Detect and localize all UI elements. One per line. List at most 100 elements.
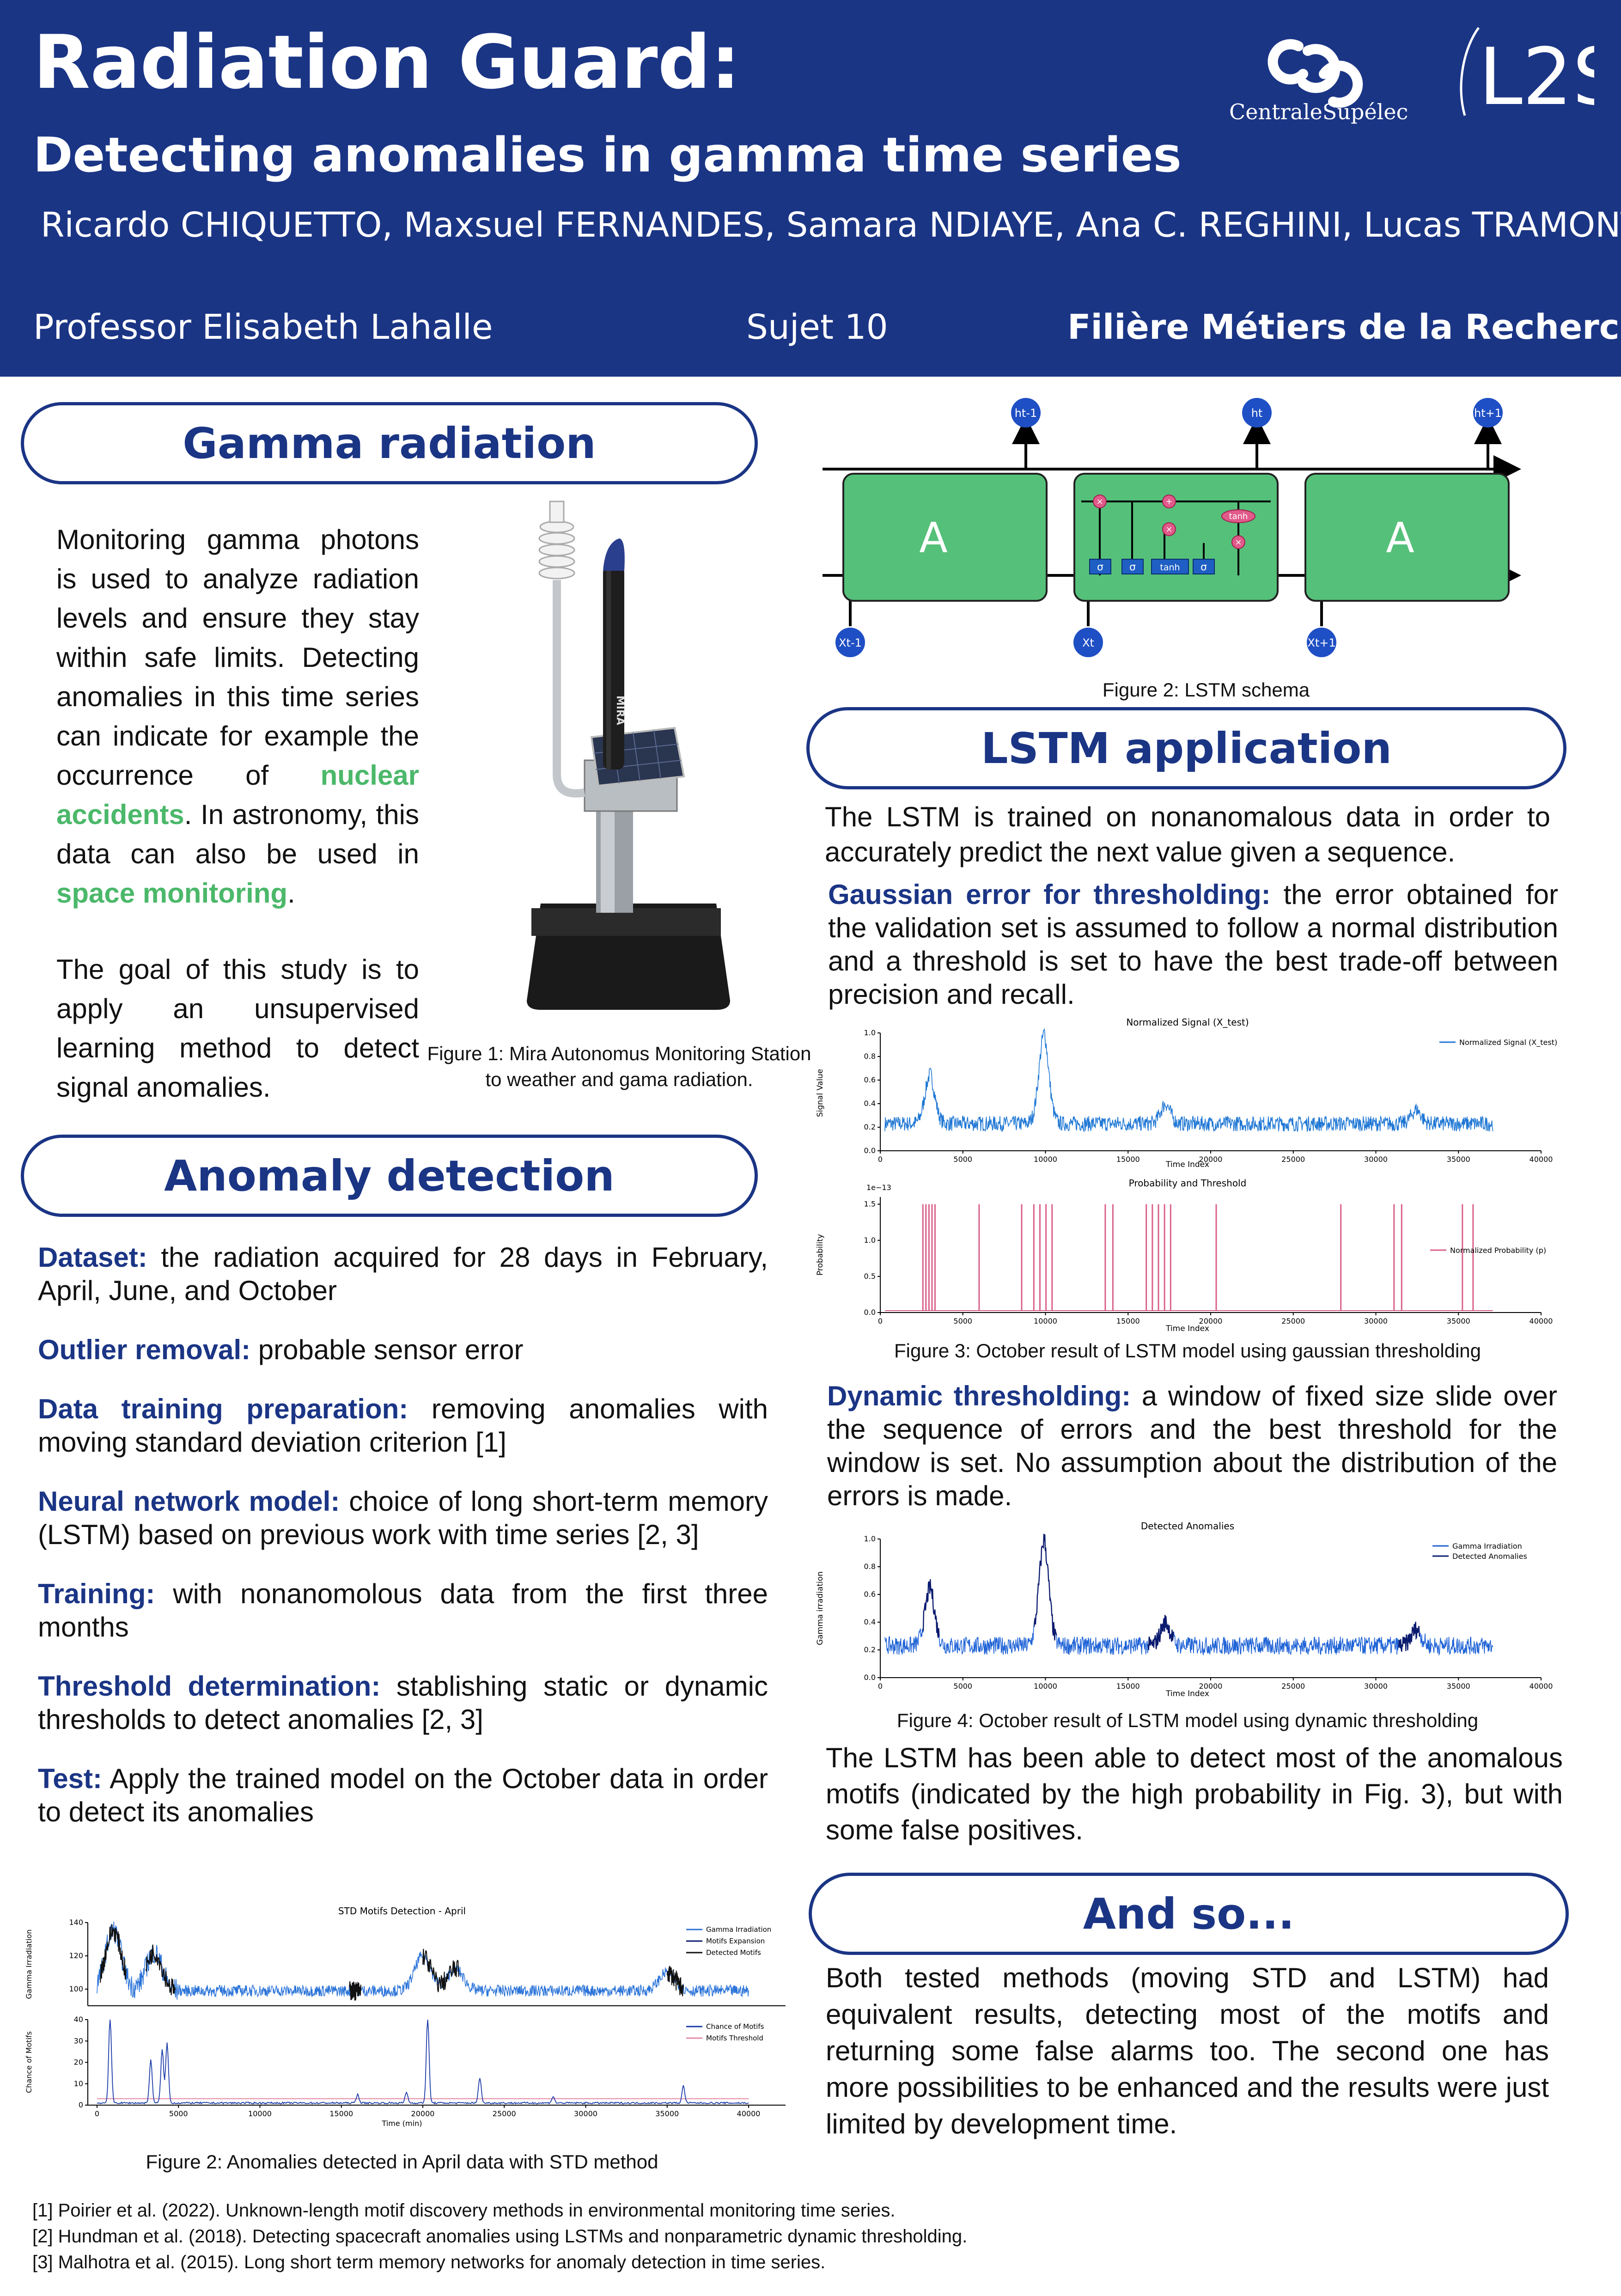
poster-subtitle: Detecting anomalies in gamma time series bbox=[33, 128, 1182, 183]
list-item: Outlier removal: probable sensor error bbox=[38, 1334, 524, 1365]
mira-station-image: MIRA bbox=[527, 501, 730, 1010]
legend-label: Normalized Signal (X_test) bbox=[1459, 1038, 1557, 1047]
list-item: Dataset: the radiation acquired for 28 d… bbox=[38, 1242, 768, 1306]
x-tick-label: 5000 bbox=[953, 1682, 972, 1691]
svg-text:Xt+1: Xt+1 bbox=[1307, 636, 1335, 649]
x-tick-label: 0 bbox=[878, 1317, 883, 1325]
x-tick-label: 10000 bbox=[1034, 1317, 1057, 1325]
y-axis-label: Probability bbox=[816, 1234, 825, 1276]
y-tick-label: 0 bbox=[79, 2101, 83, 2109]
y-tick-label: 30 bbox=[74, 2036, 83, 2045]
detected-motif-line bbox=[422, 1948, 459, 1992]
svg-text:Xt-1: Xt-1 bbox=[839, 636, 862, 649]
filiere: Filière Métiers de la Recherche bbox=[1067, 307, 1621, 347]
svg-text:σ: σ bbox=[1201, 562, 1207, 573]
x-tick-label: 40000 bbox=[1530, 1317, 1553, 1325]
x-tick-label: 15000 bbox=[1116, 1682, 1140, 1691]
x-tick-label: 15000 bbox=[1116, 1155, 1140, 1164]
y-axis-label: Gamma Irradiation bbox=[24, 1930, 33, 1999]
x-tick-label: 20000 bbox=[1199, 1155, 1223, 1164]
x-tick-label: 5000 bbox=[953, 1155, 972, 1164]
lstm-result: The LSTM has been able to detect most of… bbox=[826, 1742, 1563, 1845]
x-tick-label: 25000 bbox=[1281, 1155, 1305, 1164]
y-tick-label: 140 bbox=[69, 1918, 83, 1927]
svg-text:ht: ht bbox=[1251, 407, 1263, 420]
reference: [2] Hundman et al. (2018). Detecting spa… bbox=[32, 2226, 968, 2247]
y-tick-label: 0.6 bbox=[864, 1075, 876, 1084]
chart-title: Probability and Threshold bbox=[1129, 1178, 1247, 1189]
y-axis-label: Gamma irradiation bbox=[816, 1571, 825, 1645]
chart-title: STD Motifs Detection - April bbox=[338, 1905, 466, 1917]
list-item: Test: Apply the trained model on the Oct… bbox=[38, 1763, 768, 1827]
chance-of-motifs-line bbox=[97, 2019, 749, 2105]
x-tick-label: 35000 bbox=[1447, 1317, 1470, 1325]
list-item: Training: with nonanomolous data from th… bbox=[38, 1578, 768, 1643]
x-tick-label: 0 bbox=[878, 1155, 883, 1164]
y-tick-label: 0.5 bbox=[864, 1272, 876, 1281]
lstm-cell-left bbox=[842, 473, 1048, 602]
y-tick-label: 1.5 bbox=[864, 1200, 876, 1209]
x-axis-label: Time Index bbox=[1165, 1324, 1209, 1333]
scale-label: 1e−13 bbox=[866, 1183, 891, 1192]
anomaly-series-line bbox=[922, 1533, 1420, 1652]
op-add-icon bbox=[1162, 495, 1176, 508]
section-heading-lstm: LSTM application bbox=[806, 707, 1566, 789]
x-tick-label: 5000 bbox=[953, 1317, 972, 1325]
y-tick-label: 120 bbox=[69, 1951, 83, 1960]
y-tick-label: 10 bbox=[74, 2079, 83, 2088]
fig2-std-caption: Figure 2: Anomalies detected in April da… bbox=[146, 2151, 658, 2173]
x-tick-label: 35000 bbox=[1447, 1682, 1470, 1691]
x-tick-label: 20000 bbox=[1199, 1317, 1223, 1325]
device-label: MIRA bbox=[614, 696, 626, 725]
detected-anomalies-chart: Detected Anomalies 0 5000 10000 15000 20000 25… bbox=[816, 1520, 1553, 1698]
y-tick-label: 0.2 bbox=[864, 1645, 876, 1654]
y-tick-label: 0.8 bbox=[864, 1052, 876, 1061]
l2s-logo-icon: L2S bbox=[1460, 27, 1594, 123]
y-tick-label: 0.2 bbox=[864, 1123, 876, 1131]
y-tick-label: 1.0 bbox=[864, 1236, 876, 1245]
conclusion-text: Both tested methods (moving STD and LSTM… bbox=[826, 1962, 1549, 2139]
chart-title: Detected Anomalies bbox=[1141, 1520, 1234, 1532]
y-tick-label: 0.4 bbox=[864, 1099, 876, 1108]
y-tick-label: 0.0 bbox=[864, 1308, 876, 1317]
x-tick-label: 0 bbox=[878, 1682, 883, 1691]
centralesupelec-logo-text: CentraleSupélec bbox=[1229, 99, 1408, 124]
fig2-lstm-caption: Figure 2: LSTM schema bbox=[1102, 679, 1310, 701]
y-tick-label: 40 bbox=[74, 2015, 83, 2024]
legend-label: Motifs Threshold bbox=[706, 2034, 763, 2042]
x-axis-label: Time (min) bbox=[382, 2119, 422, 2128]
svg-text:tanh: tanh bbox=[1160, 562, 1180, 573]
professor: Professor Elisabeth Lahalle bbox=[33, 307, 493, 347]
x-tick-label: 5000 bbox=[169, 2109, 188, 2118]
section-heading-gamma: Gamma radiation bbox=[21, 402, 758, 484]
y-axis-label: Signal Value bbox=[816, 1069, 825, 1117]
authors: Ricardo CHIQUETTO, Maxsuel FERNANDES, Sa… bbox=[41, 205, 1621, 245]
dynamic-paragraph: Dynamic thresholding: a window of fixed … bbox=[827, 1380, 1557, 1511]
svg-text:ht+1: ht+1 bbox=[1474, 407, 1502, 420]
lstm-schema-diagram: × + × × tanh σ σ tanh σ A A ht-1 ht ht+1… bbox=[823, 398, 1521, 657]
lstm-cell-center bbox=[1073, 473, 1279, 602]
x-tick-label: 20000 bbox=[1199, 1682, 1223, 1691]
svg-text:×: × bbox=[1096, 497, 1103, 507]
list-item: Threshold determination: stablishing sta… bbox=[38, 1671, 768, 1735]
anomaly-list: Dataset: the radiation acquired for 28 d… bbox=[38, 1241, 768, 1855]
normalized-signal-chart: Normalized Signal (X_test) 0 5000 10000 1500… bbox=[816, 1017, 1557, 1169]
y-tick-label: 0.8 bbox=[864, 1562, 876, 1571]
svg-text:+: + bbox=[1165, 497, 1172, 507]
x-tick-label: 30000 bbox=[574, 2109, 597, 2118]
list-item: Data training preparation: removing anom… bbox=[38, 1393, 768, 1458]
section-heading-anomaly: Anomaly detection bbox=[21, 1135, 758, 1217]
legend-label: Detected Motifs bbox=[706, 1948, 761, 1957]
reference: [3] Malhotra et al. (2015). Long short t… bbox=[32, 2252, 826, 2272]
chart-title: Normalized Signal (X_test) bbox=[1126, 1017, 1249, 1028]
gauss-paragraph: Gaussian error for thresholding: the err… bbox=[828, 879, 1558, 1010]
section-heading-conclusion: And so... bbox=[809, 1873, 1569, 1955]
svg-text:tanh: tanh bbox=[1229, 512, 1248, 521]
detected-motif-line bbox=[100, 1924, 127, 1983]
sujet: Sujet 10 bbox=[746, 307, 888, 347]
x-tick-label: 10000 bbox=[1034, 1155, 1057, 1164]
svg-text:σ: σ bbox=[1129, 562, 1136, 573]
gamma-goal-paragraph: The goal of this study is to apply an un… bbox=[56, 954, 419, 1103]
y-tick-label: 0.0 bbox=[864, 1673, 876, 1682]
op-multiply-icon bbox=[1231, 535, 1245, 549]
